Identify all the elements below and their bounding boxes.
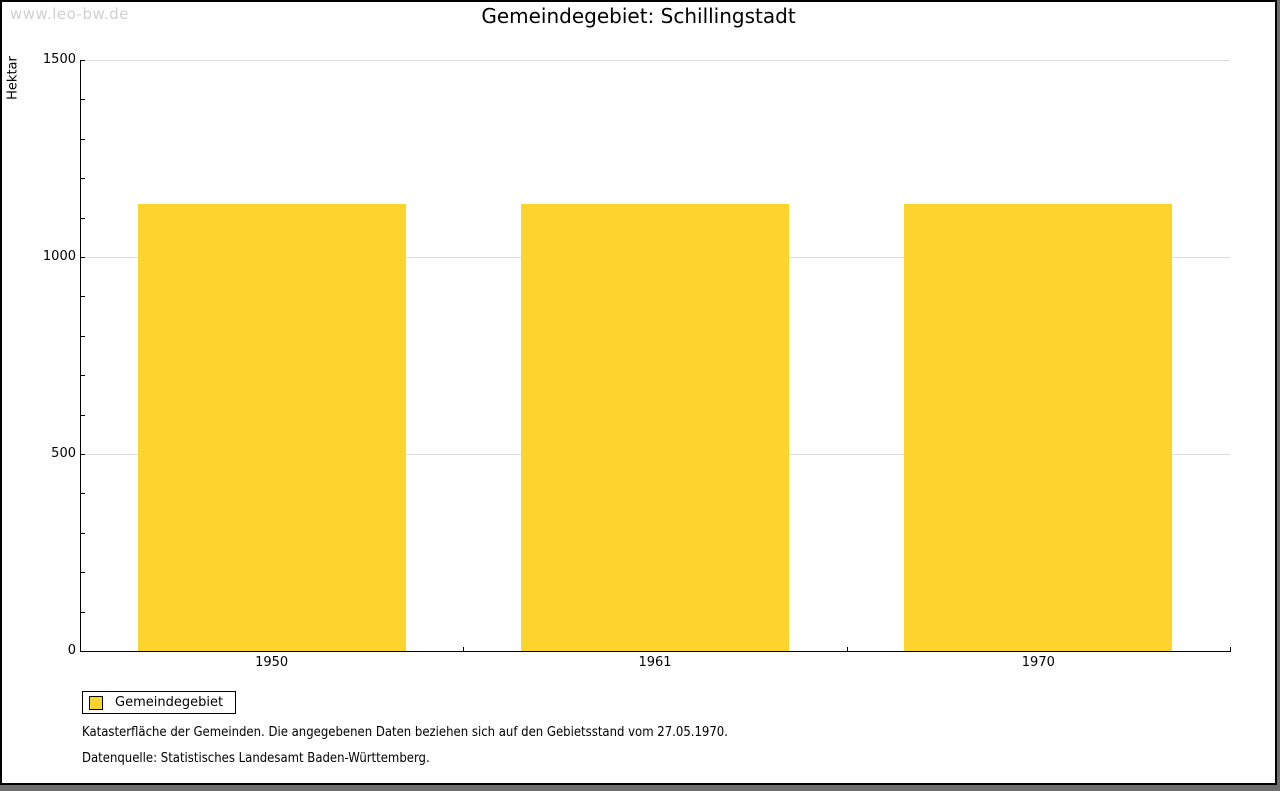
y-tick-100: [81, 611, 85, 613]
y-tick-800: [81, 335, 85, 337]
bar-1950: [137, 203, 406, 651]
footnote-source-note: Katasterfläche der Gemeinden. Die angege…: [82, 725, 728, 740]
x-tick-1961: [847, 647, 848, 652]
y-tick-1300: [81, 138, 85, 140]
leo-bw-watermark: www.leo-bw.de: [10, 5, 129, 23]
y-tick-200: [81, 572, 85, 574]
x-tick-1970: [1230, 647, 1231, 652]
legend-color-swatch: [89, 695, 103, 710]
y-tick-600: [81, 414, 85, 416]
x-tick-label-1961: 1961: [638, 655, 672, 670]
legend-label: Gemeindegebiet: [115, 695, 224, 710]
y-tick-label-0: 0: [67, 643, 76, 658]
y-tick-1200: [81, 178, 85, 180]
x-tick-1950: [463, 647, 464, 652]
y-tick-400: [81, 493, 85, 495]
y-axis-title: Hektar: [5, 56, 21, 100]
y-tick-label-500: 500: [51, 446, 76, 461]
y-axis-line: [80, 60, 81, 652]
y-tick-1400: [81, 99, 85, 101]
y-tick-1100: [81, 217, 85, 219]
y-tick-1000: [81, 257, 85, 258]
chart-legend: Gemeindegebiet: [82, 691, 237, 714]
chart-title: Gemeindegebiet: Schillingstadt: [481, 4, 796, 28]
y-tick-label-1000: 1000: [42, 249, 76, 264]
y-tick-300: [81, 532, 85, 534]
y-tick-0: [81, 651, 85, 652]
y-tick-label-1500: 1500: [42, 52, 76, 67]
gridline-1500: [81, 60, 1230, 61]
x-axis-line: [80, 651, 1231, 652]
y-tick-500: [81, 454, 85, 455]
bar-1970: [904, 203, 1173, 651]
bar-1961: [521, 203, 789, 651]
y-tick-700: [81, 375, 85, 377]
x-tick-label-1950: 1950: [255, 655, 289, 670]
y-tick-900: [81, 296, 85, 298]
footnote-data-source: Datenquelle: Statistisches Landesamt Bad…: [82, 751, 430, 766]
x-tick-label-1970: 1970: [1021, 655, 1055, 670]
y-tick-1500: [81, 60, 85, 61]
